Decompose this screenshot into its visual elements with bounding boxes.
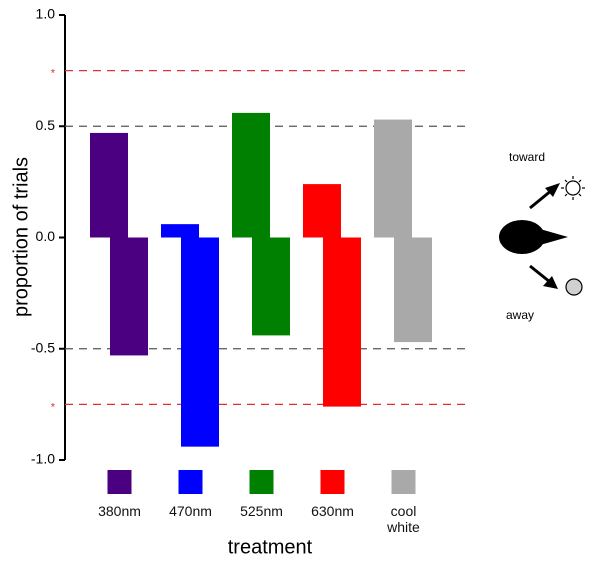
toward-label: toward [509,150,545,164]
sun-rays [561,176,585,200]
category-label: 380nm [98,503,141,519]
legend-swatch [178,470,203,494]
bar [252,237,290,336]
category-label: 470nm [169,503,212,519]
arrow-head [543,276,558,289]
bar [303,184,341,238]
y-tick-label: -1.0 [31,451,55,467]
bar [374,119,412,238]
fish-head [540,229,568,245]
category-label: 630nm [311,503,354,519]
category-label: 525nm [240,503,283,519]
fish-body [499,220,545,254]
x-axis-label: treatment [228,536,313,558]
sun-icon [565,180,581,196]
arrow-away [529,264,551,284]
arrow-toward [529,188,553,210]
gray-circle [565,278,583,296]
legend-swatch [107,470,132,494]
y-tick-label: -0.5 [31,339,55,355]
bar [110,237,148,356]
bar [181,237,219,447]
legend-swatch [249,470,274,494]
bar [90,132,128,238]
diagram: toward away [499,150,585,322]
y-tick-label: 1.0 [36,6,56,22]
away-label: away [506,308,534,322]
category-label: cool white [387,503,420,535]
arrow-head [545,183,560,197]
y-tick-label: 0.0 [36,228,56,244]
bar [323,237,361,407]
legend-swatch [391,470,416,494]
legend-swatch [320,470,345,494]
bar [161,224,199,238]
bar [232,112,270,238]
y-tick-label: 0.5 [36,117,56,133]
y-axis-label: proportion of trials [10,157,32,317]
significance-label: * [51,68,56,80]
bar [394,237,432,343]
significance-label: * [51,401,56,413]
